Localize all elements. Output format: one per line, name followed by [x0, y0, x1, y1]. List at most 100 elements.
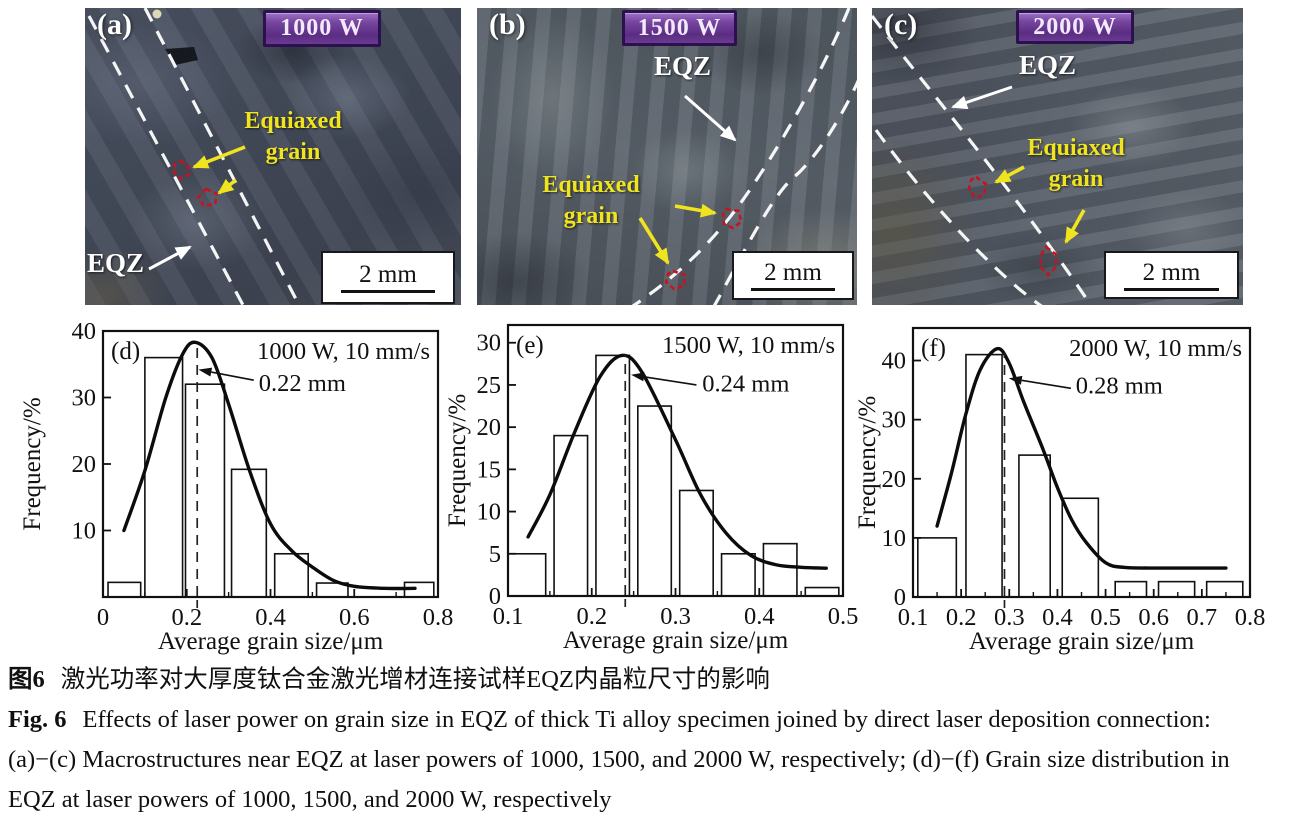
equiaxed-grain-outline [967, 175, 988, 200]
eqz-boundary-line [631, 8, 851, 305]
x-tick-label: 0.4 [1042, 604, 1073, 631]
eqz-boundary-line [872, 15, 1090, 302]
equiaxed-grain-outline [171, 159, 191, 181]
eqz-arrow [684, 94, 737, 142]
scale-bar-line [750, 288, 836, 291]
caption-zh-text: 激光功率对大厚度钛合金激光增材连接试样EQZ内晶粒尺寸的影响 [60, 666, 770, 693]
chart-d: 0 0.2 0.4 0.6 0.8 10 20 30 40 0.22 mm (d) 1000 W, 1… [19, 318, 453, 655]
y-tick-label: 10 [477, 499, 502, 526]
caption-line-3: (a)−(c) Macrostructures near EQZ at lase… [8, 746, 1230, 773]
annotation-arrow [1021, 379, 1072, 390]
histogram-bar [144, 356, 184, 598]
mean-annotation-label: 0.22 mm [259, 370, 346, 397]
laser-power-label: 1500 W [637, 14, 722, 41]
eqz-arrow [148, 245, 192, 271]
equiaxed-grain-arrow [638, 217, 670, 265]
equiaxed-grain-arrow [994, 165, 1025, 184]
x-tick-label: 0.2 [171, 604, 202, 631]
equiaxed-grain-outline [1038, 245, 1059, 277]
micrograph-b-overlay [631, 8, 857, 305]
x-tick-label: 0.5 [1090, 604, 1121, 631]
y-tick-label: 0 [894, 584, 906, 611]
x-tick-label: 0.3 [994, 604, 1025, 631]
equiaxed-grain-outline [196, 187, 219, 208]
histogram-bar [637, 405, 673, 597]
chart-f: 0.1 0.2 0.3 0.4 0.5 0.6 0.7 0.8 0 10 20 30 40 0.28 mm… [854, 326, 1266, 655]
x-tick-label: 0.3 [660, 603, 691, 630]
annotation-arrow [211, 371, 254, 381]
annotation-arrowhead [631, 372, 645, 382]
equiaxed-grain-arrow [674, 203, 717, 218]
histogram-bar [107, 581, 142, 598]
figure-caption: 图6 激光功率对大厚度钛合金激光增材连接试样EQZ内晶粒尺寸的影响 Fig. 6 E… [8, 660, 1302, 820]
eqz-label: EQZ [654, 51, 712, 81]
annotation-arrowhead [198, 367, 213, 377]
equiaxed-grain-outline [721, 207, 743, 230]
x-axis-title: Average grain size/μm [563, 627, 789, 654]
annotation-arrow [643, 376, 697, 386]
scale-bar-label: 2 mm [359, 261, 417, 288]
micrograph-panel-a: (a) 1000 W Equiaxed grain EQZ 2 mm [85, 8, 461, 305]
chart-title: 2000 W, 10 mm/s [1069, 335, 1242, 362]
y-tick-label: 30 [72, 385, 97, 412]
scale-bar-label: 2 mm [1142, 258, 1201, 286]
x-tick-label: 0.1 [898, 604, 929, 631]
annotation-arrowhead [1008, 375, 1023, 385]
histogram-bar [1114, 580, 1148, 598]
chart-title: 1000 W, 10 mm/s [257, 338, 430, 365]
fit-curve [122, 340, 417, 591]
caption-line-4: EQZ at laser powers of 1000, 1500, and 2… [8, 786, 612, 813]
x-tick-label: 0.1 [493, 603, 524, 630]
equiaxed-grain-label: Equiaxed grain [542, 172, 640, 229]
x-axis-title: Average grain size/μm [158, 628, 384, 655]
micrograph-a-overlay [87, 8, 301, 305]
equiaxed-grain-arrow [1064, 209, 1086, 244]
micrograph-panel-c: (c) 2000 W Equiaxed grain EQZ 2 mm [872, 8, 1243, 305]
caption-line-en: Fig. 6 Effects of laser power on grain si… [8, 700, 1302, 740]
chart-panel-label: (d) [111, 338, 140, 365]
histogram-bar [507, 552, 547, 597]
x-tick-label: 0.2 [576, 603, 607, 630]
laser-power-badge: 1500 W [622, 10, 737, 46]
panel-label: (a) [97, 8, 132, 41]
micrograph-panel-b: (b) 1500 W Equiaxed grain EQZ 2 mm [477, 8, 857, 305]
y-tick-label: 40 [72, 318, 97, 345]
scale-bar-line [341, 290, 435, 293]
scale-bar: 2 mm [732, 251, 854, 300]
y-tick-label: 5 [489, 541, 501, 568]
x-tick-label: 0.4 [255, 604, 286, 631]
x-tick-label: 0.6 [1138, 604, 1169, 631]
chart-panel-label: (e) [516, 332, 544, 359]
caption-en-fig-number: Fig. 6 [8, 706, 67, 733]
caption-zh-fig-number: 图6 [8, 666, 45, 693]
y-axis-title: Frequency/% [444, 394, 471, 527]
y-tick-label: 40 [882, 348, 907, 375]
y-tick-label: 20 [882, 466, 907, 493]
x-tick-label: 0.5 [828, 603, 859, 630]
histogram-bar [720, 552, 756, 597]
equiaxed-grain-arrow [192, 145, 246, 169]
y-tick-label: 20 [477, 414, 502, 441]
mean-annotation-label: 0.28 mm [1076, 373, 1163, 400]
laser-power-badge: 1000 W [263, 10, 381, 47]
y-tick-label: 25 [477, 372, 502, 399]
x-tick-label: 0.6 [339, 604, 370, 631]
bright-speck [152, 9, 162, 19]
plot-frame [911, 326, 1252, 599]
scale-bar-label: 2 mm [764, 259, 822, 286]
scale-bar: 2 mm [1104, 251, 1239, 299]
x-tick-label: 0.8 [1235, 604, 1266, 631]
histogram-bar [184, 383, 226, 598]
histogram-bar [553, 434, 589, 597]
equiaxed-grain-label: Equiaxed grain [244, 108, 342, 165]
equiaxed-grain-outline [664, 269, 687, 291]
y-tick-label: 10 [72, 518, 97, 545]
x-tick-label: 0.4 [744, 603, 775, 630]
y-axis-title: Frequency/% [854, 396, 881, 529]
histogram-bar [762, 542, 798, 597]
eqz-boundary-line [87, 15, 245, 305]
x-tick-label: 0.7 [1187, 604, 1218, 631]
y-tick-label: 10 [882, 525, 907, 552]
y-axis-title: Frequency/% [19, 397, 46, 530]
